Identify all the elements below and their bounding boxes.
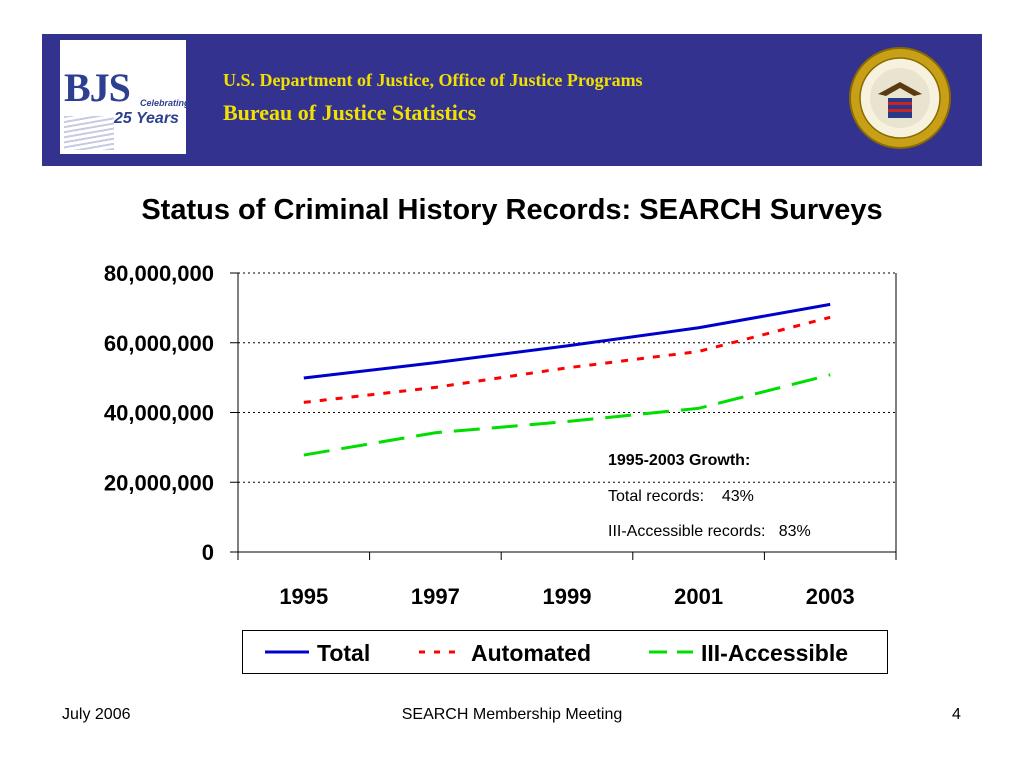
series-line-total — [303, 302, 831, 380]
x-tick-label: 2003 — [806, 584, 855, 609]
chart-legend: Total Automated III-Accessible — [242, 630, 888, 674]
line-chart: 0 20,000,000 40,000,000 60,000,000 80,000,00… — [104, 261, 897, 609]
footer-meeting: SEARCH Membership Meeting — [401, 706, 623, 723]
x-tick-label: 2001 — [674, 584, 723, 609]
y-tick-label: 60,000,000 — [104, 331, 214, 356]
x-tick-label: 1995 — [279, 584, 328, 609]
logo-text: BJS — [64, 65, 131, 110]
x-tick-label: 1999 — [543, 584, 592, 609]
y-tick-label: 80,000,000 — [104, 261, 214, 286]
legend-label: Automated — [471, 640, 591, 666]
legend-svg: Total Automated III-Accessible — [265, 640, 848, 666]
bjs-logo: BJS Celebrating 25 Years — [60, 40, 190, 154]
bureau-name: Bureau of Justice Statistics — [223, 100, 477, 125]
y-tick-label: 40,000,000 — [104, 401, 214, 426]
y-tick-label: 20,000,000 — [104, 470, 214, 495]
series-line-automated — [303, 315, 831, 404]
logo-sub: Celebrating — [140, 98, 190, 108]
seal-icon — [849, 47, 951, 149]
doj-seal — [844, 42, 956, 154]
annotation-line-accessible: III-Accessible records: 83% — [608, 523, 811, 540]
footer-date: July 2006 — [62, 706, 131, 723]
legend-label: Total — [317, 640, 370, 666]
header-banner — [42, 34, 982, 166]
agency-name: U.S. Department of Justice, Office of Ju… — [223, 70, 643, 90]
x-tick-label: 1997 — [411, 584, 460, 609]
footer-page: 4 — [952, 706, 961, 723]
annotation-line-total: Total records: 43% — [608, 488, 754, 505]
y-tick-label: 0 — [202, 540, 214, 565]
annotation-heading: 1995-2003 Growth: — [608, 452, 750, 469]
logo-years: 25 Years — [114, 110, 179, 127]
chart-title: Status of Criminal History Records: SEAR… — [141, 194, 883, 226]
legend-label: III-Accessible — [701, 640, 848, 666]
series-line-iii-accessible — [303, 373, 831, 457]
logo-stripes — [64, 116, 114, 150]
